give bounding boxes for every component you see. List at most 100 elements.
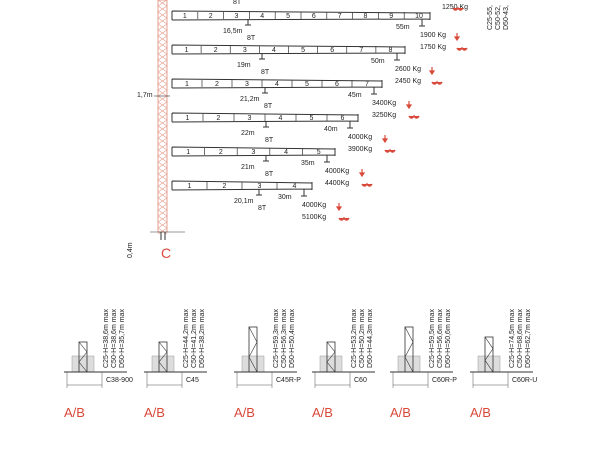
- section-number: 5: [286, 13, 290, 20]
- inner-load-label: 8T: [265, 171, 274, 178]
- top-cut-load: 1250 Kg: [442, 4, 468, 11]
- base-dimension: [314, 372, 351, 388]
- section-number: 4: [272, 47, 276, 54]
- tip-load-single: 2600 Kg: [395, 66, 421, 73]
- base-unit: C25-H=59,5m max C50-H=56,6m max D50-H=50,6…: [390, 309, 457, 420]
- section-number: 5: [305, 81, 309, 88]
- mast-brace: [157, 17, 168, 25]
- ballast-blocks: [477, 355, 501, 373]
- double-hook-icon: [408, 114, 420, 119]
- max-height-label: D50-H=50,4m max: [289, 309, 296, 368]
- tip-load-double: 5100Kg: [302, 214, 326, 221]
- reach-label: 50m: [371, 58, 385, 65]
- mast-brace: [157, 101, 168, 109]
- section-number: 7: [359, 47, 363, 54]
- base-type-label: A/B: [390, 405, 411, 420]
- mast-brace: [157, 77, 168, 85]
- section-number: 2: [209, 13, 213, 20]
- base-configurations: C25-H=38,6m max C50-H=38,6m max D50-H=35,7…: [64, 309, 537, 420]
- inner-radius-label: 20,1m: [234, 198, 254, 205]
- inner-load-label: 8T: [247, 35, 256, 42]
- mast-brace: [157, 119, 168, 127]
- mast-brace: [157, 29, 168, 37]
- mast-brace: [157, 83, 168, 91]
- max-height-label: C50-H=50,2m max: [359, 309, 366, 368]
- inner-trolley-icon: [245, 19, 251, 26]
- section-number: 3: [248, 115, 252, 122]
- base-model-label: C45R-P: [276, 377, 301, 384]
- mast-type-label: C: [161, 245, 171, 261]
- section-number: 1: [185, 81, 189, 88]
- mast-brace: [157, 107, 168, 115]
- section-number: 2: [217, 115, 221, 122]
- single-hook-icon: [358, 169, 366, 178]
- section-number: 1: [183, 13, 187, 20]
- mast-brace: [404, 326, 414, 373]
- double-hook-icon: [452, 6, 464, 11]
- tip-load-double: 3250Kg: [372, 112, 396, 119]
- jib-row: 1 2 3 4 5 6 7 8 9 10 16,5m 8T 55m 1900 Kg 1750 Kg: [171, 10, 468, 51]
- section-number: 5: [317, 149, 321, 156]
- mast-brace: [157, 41, 168, 49]
- inner-trolley-icon: [262, 87, 268, 94]
- single-hook-icon: [405, 101, 413, 110]
- mast-brace: [157, 173, 168, 181]
- double-hook-icon: [384, 148, 396, 153]
- mast: [157, 0, 168, 240]
- max-height-label: C50-H=56,6m max: [437, 309, 444, 368]
- mast-brace: [157, 23, 168, 31]
- mast-brace: [157, 167, 168, 175]
- base-height-label: 0,4m: [127, 242, 134, 258]
- section-number: 3: [252, 149, 256, 156]
- mast-brace: [157, 149, 168, 157]
- section-number: 3: [245, 81, 249, 88]
- section-number: 3: [235, 13, 239, 20]
- base-dimension: [146, 372, 183, 388]
- tip-load-single: 4000Kg: [302, 202, 326, 209]
- tip-load-single: 4000Kg: [348, 134, 372, 141]
- section-number: 9: [389, 13, 393, 20]
- mast-brace: [157, 59, 168, 67]
- tip-trolley-icon: [394, 53, 400, 61]
- section-number: 1: [188, 183, 192, 190]
- section-number: 1: [186, 149, 190, 156]
- inner-load-label: 8T: [258, 205, 267, 212]
- mast-brace: [157, 155, 168, 163]
- ballast-blocks: [71, 355, 95, 373]
- inner-trolley-icon: [259, 53, 265, 60]
- mast-brace: [157, 5, 168, 13]
- mast-brace: [157, 221, 168, 229]
- inner-load-label: 8T: [264, 103, 273, 110]
- section-number: 4: [284, 149, 288, 156]
- mast-brace: [157, 53, 168, 61]
- tip-trolley-icon: [324, 155, 330, 163]
- base-dimension: [392, 372, 429, 388]
- mast-brace: [157, 11, 168, 19]
- section-number: 4: [293, 183, 297, 190]
- mast-brace: [157, 71, 168, 79]
- mast-brace: [157, 227, 168, 235]
- max-height-label: D50-H=38,2m max: [199, 309, 206, 368]
- base-dimension: [66, 372, 103, 388]
- inner-trolley-icon: [263, 155, 269, 162]
- mast-brace: [157, 203, 168, 211]
- section-number: 7: [365, 81, 369, 88]
- reach-label: 40m: [324, 126, 338, 133]
- top-cut-heights: C25-55, C50-52, D50-43,: [487, 5, 510, 30]
- base-unit: C25-H=44,2m max C50-H=41,2m max D50-H=38,2…: [144, 309, 207, 420]
- base-unit: C25-H=59,3m max C50-H=56,3m max D50-H=50,4…: [234, 309, 301, 420]
- mast-brace: [157, 191, 168, 199]
- mast-brace: [157, 179, 168, 187]
- max-height-label: C25-H=44,2m max: [183, 309, 190, 368]
- section-number: 6: [335, 81, 339, 88]
- base-model-label: C45: [186, 377, 199, 384]
- max-height-label: D50-H=50,6m max: [445, 309, 452, 368]
- inner-radius-label: 21m: [241, 164, 255, 171]
- max-height-label: D50-H=44,3m max: [367, 309, 374, 368]
- mast-brace: [157, 131, 168, 139]
- section-number: 4: [279, 115, 283, 122]
- section-number: 4: [260, 13, 264, 20]
- top-cut-inner-load: 8T: [233, 0, 242, 6]
- inner-radius-label: 16,5m: [223, 28, 243, 35]
- section-number: 8: [364, 13, 368, 20]
